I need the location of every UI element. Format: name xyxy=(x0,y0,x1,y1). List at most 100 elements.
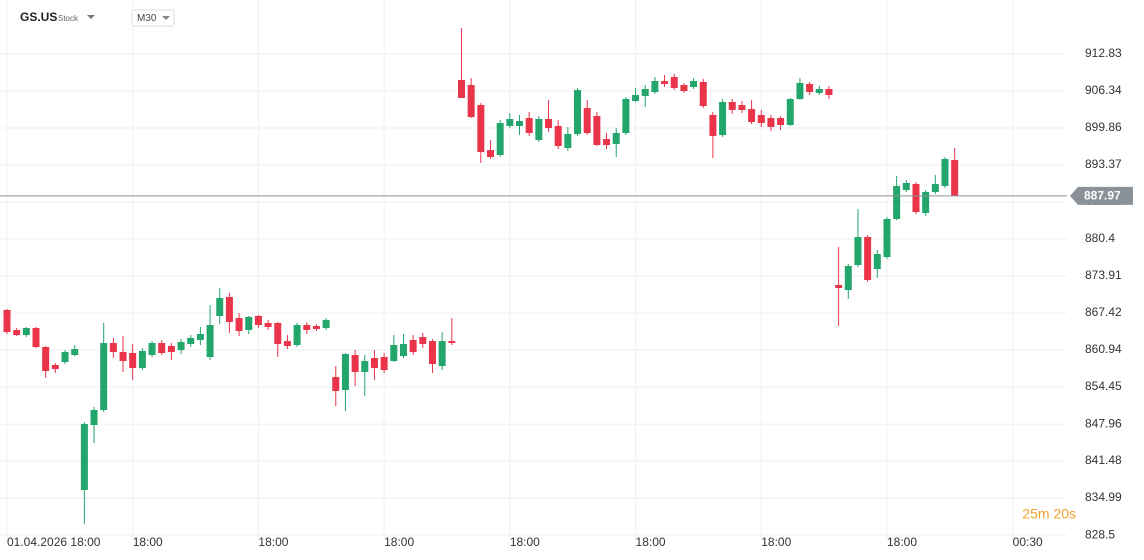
candle-body xyxy=(680,84,688,91)
candle-body xyxy=(912,184,920,212)
candle-body xyxy=(796,83,804,99)
candle-body xyxy=(148,343,156,355)
dropdown-arrow xyxy=(162,16,170,20)
candle-body xyxy=(487,150,494,157)
candle-body xyxy=(448,341,456,344)
y-tick-label: 873.91 xyxy=(1085,268,1122,282)
last-price-label: 887.97 xyxy=(1084,189,1121,203)
candle-body xyxy=(545,118,553,129)
dropdown-arrow xyxy=(87,15,95,19)
x-tick-label: 18:00 xyxy=(887,535,917,549)
candle-body xyxy=(100,343,108,410)
candle-body xyxy=(844,266,852,291)
x-tick-label: 18:00 xyxy=(510,535,540,549)
candle-body xyxy=(138,351,146,369)
countdown: 25m 20s xyxy=(1022,506,1076,522)
candle-body xyxy=(496,122,504,155)
candle-body xyxy=(603,139,611,146)
candle-body xyxy=(322,320,330,329)
y-tick-label: 893.37 xyxy=(1085,157,1122,171)
candle-body xyxy=(196,334,204,340)
timeframe: M30 xyxy=(137,13,157,24)
candle-body xyxy=(90,409,98,425)
y-tick-label: 834.99 xyxy=(1085,490,1122,504)
x-tick-label: 18:00 xyxy=(636,535,666,549)
candle-body xyxy=(661,81,669,85)
candle-body xyxy=(351,354,359,372)
candle-body xyxy=(951,160,959,196)
x-tick-label: 18:00 xyxy=(133,535,163,549)
candle-body xyxy=(931,184,939,193)
y-tick-label: 841.48 xyxy=(1085,453,1122,467)
candle-body xyxy=(225,296,233,323)
candle-body xyxy=(409,339,417,353)
candle-body xyxy=(399,343,407,357)
y-tick-label: 854.45 xyxy=(1085,379,1122,393)
candles xyxy=(3,28,959,525)
asset-class: Stock xyxy=(58,14,79,23)
candle-body xyxy=(583,107,591,133)
candle-body xyxy=(699,81,707,106)
candle-body xyxy=(883,219,891,257)
candle-body xyxy=(651,81,659,93)
grid xyxy=(0,0,1067,540)
candle-body xyxy=(71,349,79,355)
y-tick-label: 880.4 xyxy=(1085,231,1115,245)
candle-body xyxy=(235,318,243,331)
candle-body xyxy=(477,105,485,153)
candle-body xyxy=(738,105,746,110)
symbol-selector[interactable]: GS.US Stock xyxy=(20,10,95,24)
candle-body xyxy=(893,186,901,220)
candle-body xyxy=(593,115,601,146)
candle-body xyxy=(438,341,446,367)
candle-body xyxy=(80,424,88,491)
candle-body xyxy=(293,324,301,346)
candle-body xyxy=(129,353,137,369)
timeframe-selector[interactable]: M30 xyxy=(131,9,175,27)
candle-body xyxy=(815,88,823,93)
candle-body xyxy=(467,84,475,118)
candle-body xyxy=(806,84,814,93)
candle-body xyxy=(574,90,582,135)
candle-body xyxy=(457,79,465,99)
y-tick-label: 906.34 xyxy=(1085,83,1122,97)
candle-body xyxy=(216,298,224,316)
candle-body xyxy=(728,101,736,110)
candle-body xyxy=(670,77,678,89)
candle-body xyxy=(283,341,291,346)
candle-body xyxy=(274,322,282,344)
candle-body xyxy=(119,352,127,361)
y-tick-label: 912.83 xyxy=(1085,46,1122,60)
y-tick-label: 860.94 xyxy=(1085,342,1122,356)
candle-body xyxy=(303,324,311,331)
candle-body xyxy=(361,360,369,372)
candle-body xyxy=(341,354,349,391)
candle-body xyxy=(428,341,436,365)
candle-body xyxy=(61,352,69,363)
candle-body xyxy=(22,328,30,336)
candle-body xyxy=(390,345,398,361)
candle-body xyxy=(264,322,272,327)
candle-body xyxy=(941,158,949,187)
candle-body xyxy=(757,115,765,123)
x-tick-label: 18:00 xyxy=(761,535,791,549)
last-price-tag xyxy=(1070,186,1133,205)
candle-body xyxy=(719,101,727,136)
candle-body xyxy=(825,88,833,95)
candle-body xyxy=(632,94,640,102)
candle-body xyxy=(767,118,775,127)
candle-body xyxy=(835,285,843,289)
candle-body xyxy=(13,330,21,336)
candle-body xyxy=(612,132,620,144)
candle-body xyxy=(332,377,340,391)
candle-body xyxy=(42,347,50,372)
candle-body xyxy=(873,254,881,270)
x-tick-label: 01.04.2026 18:00 xyxy=(7,535,101,549)
candle-body xyxy=(564,134,572,148)
candle-body xyxy=(506,118,514,127)
candle-body xyxy=(748,109,756,123)
y-tick-label: 867.42 xyxy=(1085,305,1122,319)
candle-body xyxy=(177,341,185,351)
